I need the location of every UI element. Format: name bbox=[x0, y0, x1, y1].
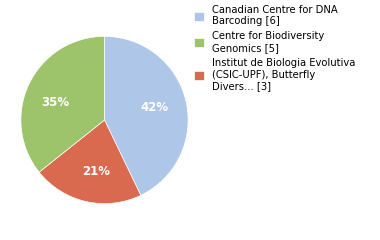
Text: 42%: 42% bbox=[141, 101, 169, 114]
Wedge shape bbox=[105, 36, 188, 195]
Wedge shape bbox=[21, 36, 104, 172]
Text: 21%: 21% bbox=[82, 165, 111, 178]
Text: 35%: 35% bbox=[42, 96, 70, 109]
Legend: Canadian Centre for DNA
Barcoding [6], Centre for Biodiversity
Genomics [5], Ins: Canadian Centre for DNA Barcoding [6], C… bbox=[193, 4, 356, 92]
Wedge shape bbox=[39, 120, 141, 204]
